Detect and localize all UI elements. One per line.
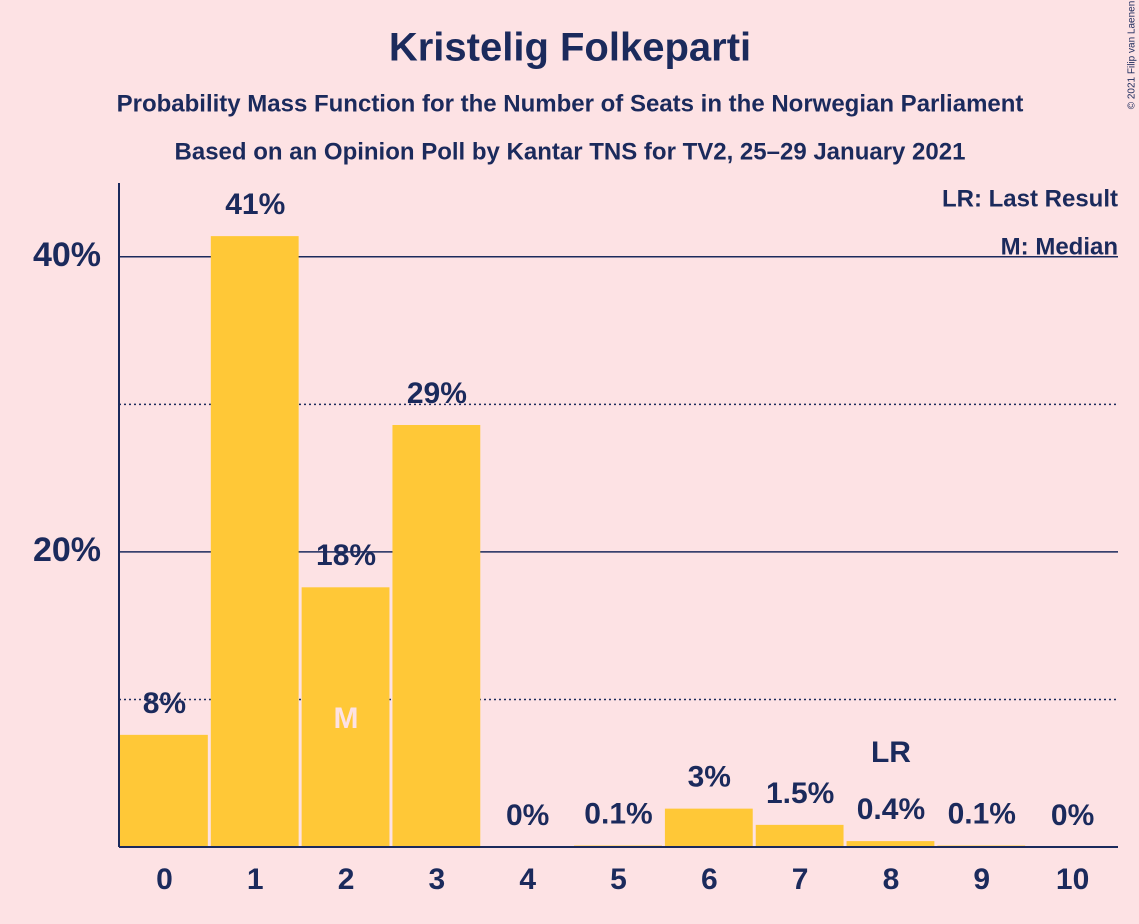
x-tick-label: 7 [792,863,809,896]
value-label: 0.1% [948,797,1016,830]
value-label: 29% [407,377,467,410]
x-tick-label: 10 [1056,863,1089,896]
copyright: © 2021 Filip van Laenen [1127,1,1138,110]
value-label: 0% [506,799,549,832]
x-tick-label: 4 [519,863,536,896]
x-tick-label: 5 [610,863,627,896]
value-label: 1.5% [766,777,834,810]
x-tick-label: 3 [429,863,446,896]
value-label: 41% [225,188,285,221]
legend-entry: LR: Last Result [942,185,1118,212]
subtitle: Probability Mass Function for the Number… [117,90,1024,117]
x-tick-label: 8 [883,863,900,896]
value-label: 8% [143,687,186,720]
bar [301,587,390,847]
x-tick-label: 9 [973,863,990,896]
chart-title: Kristelig Folkeparti [389,26,751,70]
bar [755,824,844,847]
bar [846,841,935,847]
value-label: 18% [316,539,376,572]
value-label: 0% [1051,799,1094,832]
x-tick-label: 2 [338,863,355,896]
x-tick-label: 1 [247,863,264,896]
last-result-marker: LR [871,736,911,769]
value-label: 0.4% [857,793,925,826]
y-tick-label: 20% [33,531,101,569]
x-tick-label: 0 [156,863,173,896]
bar [120,734,208,847]
subtitle: Based on an Opinion Poll by Kantar TNS f… [175,138,966,165]
bar [210,236,299,847]
bar [392,424,481,847]
median-marker: M [334,702,359,735]
value-label: 3% [688,761,731,794]
x-tick-label: 6 [701,863,718,896]
legend-entry: M: Median [1001,233,1118,260]
y-tick-label: 40% [33,236,101,274]
value-label: 0.1% [584,797,652,830]
bar [664,808,753,847]
